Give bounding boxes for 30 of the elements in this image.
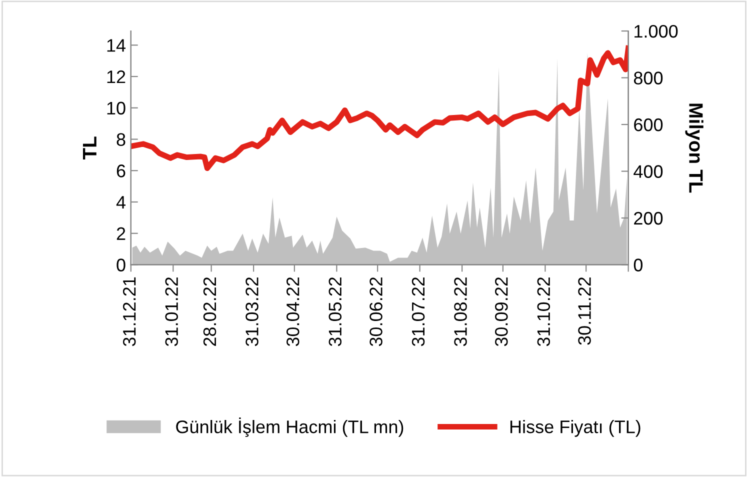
x-tick-label: 31.12.21	[122, 277, 136, 346]
x-tick-label: 31.01.22	[165, 277, 178, 346]
x-tick-label: 31.03.22	[246, 277, 258, 346]
x-tick-label: 28.02.22	[203, 277, 216, 346]
y-tick-label: 12	[107, 70, 126, 84]
x-tick-label: 30.04.22	[286, 277, 300, 346]
x-tick-label: 31.08.22	[454, 277, 467, 346]
y2-tick-label: 600	[634, 118, 663, 132]
y2-tick-label: 200	[634, 212, 663, 225]
legend-label: Günlük İşlem Hacmi (TL mn)	[176, 417, 404, 437]
x-tick-label: 31.05.22	[328, 277, 342, 346]
y2-axis-title: Milyon TL	[685, 104, 704, 193]
y-tick-label: 8	[116, 133, 126, 146]
y-tick-label: 0	[116, 258, 126, 272]
y2-tick-label: 1.000	[634, 24, 678, 38]
x-tick-label: 30.11.22	[578, 277, 591, 345]
x-tick-label: 31.07.22	[412, 277, 425, 346]
legend-label: Hisse Fiyatı (TL)	[510, 420, 640, 437]
y2-tick-label: 800	[634, 72, 663, 84]
y2-tick-label: 400	[634, 165, 663, 178]
y-tick-label: 6	[116, 164, 126, 178]
y-tick-label: 10	[107, 102, 126, 115]
y-tick-label: 4	[116, 196, 126, 209]
y-tick-label: 14	[107, 39, 126, 52]
y-tick-label: 2	[116, 227, 126, 240]
y2-tick-label: 0	[634, 258, 643, 272]
y-axis-title: TL	[82, 136, 96, 160]
x-tick-label: 31.10.22	[537, 277, 550, 346]
x-tick-label: 30.06.22	[370, 277, 382, 346]
x-tick-label: 30.09.22	[495, 277, 508, 346]
